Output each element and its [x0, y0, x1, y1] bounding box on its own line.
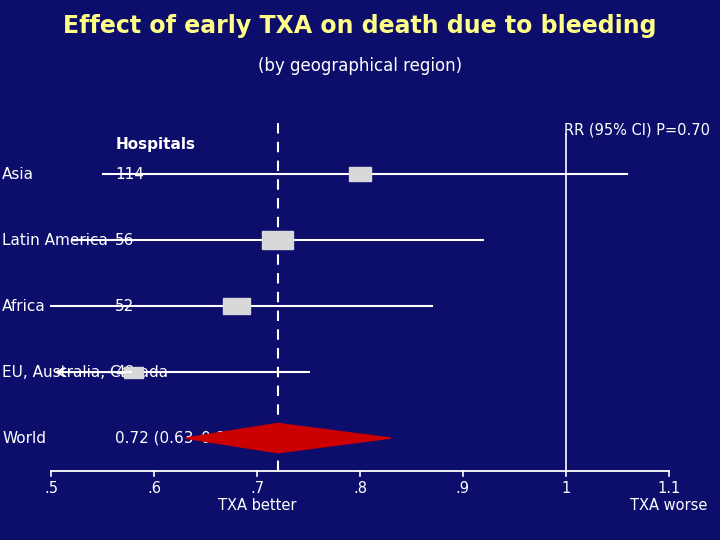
- Text: 48: 48: [115, 364, 135, 380]
- Text: 114: 114: [115, 166, 144, 181]
- Text: TXA better: TXA better: [218, 498, 297, 513]
- Bar: [348, 167, 372, 180]
- Text: .6: .6: [148, 481, 161, 496]
- Text: .7: .7: [250, 481, 264, 496]
- Text: RR (95% CI) P=0.70: RR (95% CI) P=0.70: [564, 123, 710, 138]
- Text: Effect of early TXA on death due to bleeding: Effect of early TXA on death due to blee…: [63, 14, 657, 37]
- Bar: [125, 367, 143, 377]
- Text: 1: 1: [561, 481, 570, 496]
- Text: Hospitals: Hospitals: [115, 137, 195, 152]
- Text: .8: .8: [353, 481, 367, 496]
- Text: .9: .9: [456, 481, 470, 496]
- Text: .5: .5: [45, 481, 58, 496]
- Polygon shape: [185, 423, 391, 453]
- Text: EU, Australia, Canada: EU, Australia, Canada: [2, 364, 168, 380]
- Text: 0.72 (0.63–0.83): 0.72 (0.63–0.83): [115, 430, 241, 445]
- Bar: [223, 298, 250, 314]
- Text: Asia: Asia: [2, 166, 34, 181]
- Text: World: World: [2, 430, 46, 445]
- Text: Latin America: Latin America: [2, 233, 108, 247]
- Text: Africa: Africa: [2, 299, 46, 314]
- Bar: [262, 231, 293, 249]
- Text: 52: 52: [115, 299, 135, 314]
- Text: (by geographical region): (by geographical region): [258, 57, 462, 75]
- Text: 56: 56: [115, 233, 135, 247]
- Text: 1.1: 1.1: [657, 481, 680, 496]
- Text: TXA worse: TXA worse: [630, 498, 707, 513]
